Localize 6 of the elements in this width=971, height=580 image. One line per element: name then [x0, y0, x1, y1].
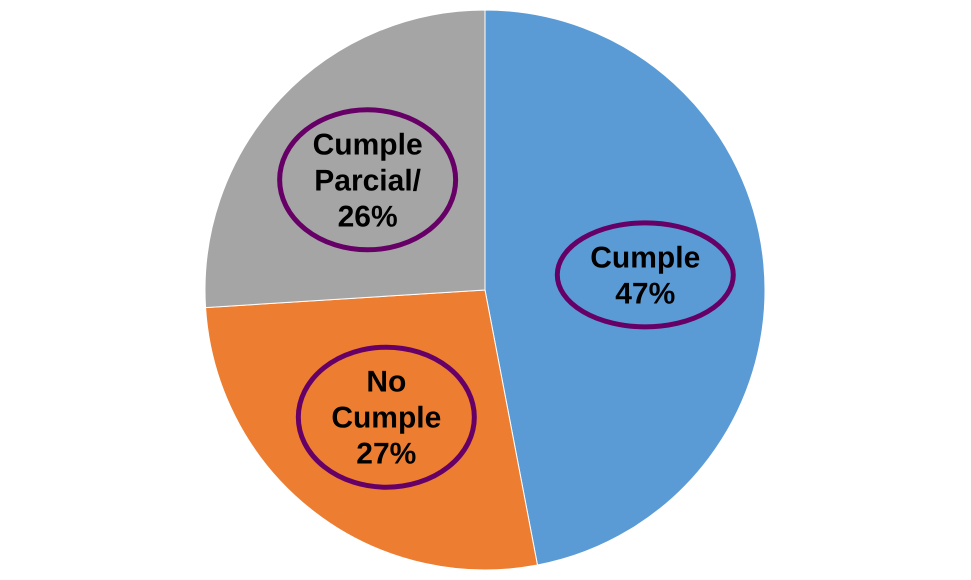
data-label: 27%: [356, 438, 416, 471]
data-label: 26%: [338, 200, 398, 234]
slice-label: Cumple Parcial/: [312, 128, 423, 198]
slice-label: Cumple: [590, 241, 700, 274]
slice-label: No Cumple: [331, 366, 442, 435]
data-label: 47%: [615, 277, 676, 310]
